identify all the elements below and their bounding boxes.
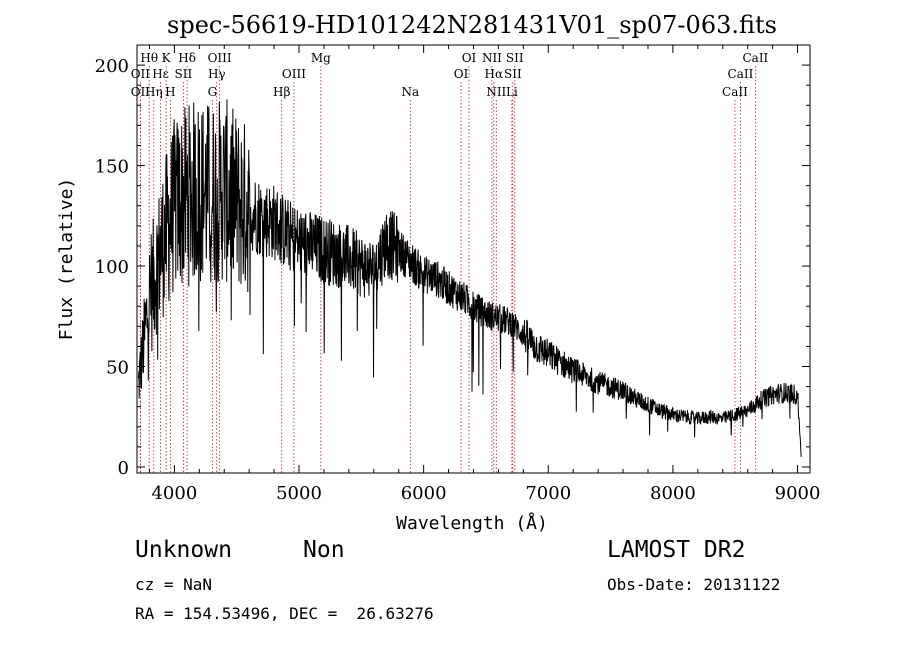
line-marker-label: H	[165, 85, 175, 99]
line-marker-label: CaII	[742, 51, 768, 65]
x-tick-label: 8000	[650, 483, 696, 504]
flux-line	[137, 99, 802, 458]
y-tick-label: 100	[95, 257, 129, 278]
chart-title: spec-56619-HD101242N281431V01_sp07-063.f…	[167, 11, 777, 39]
redshift-text: cz = NaN	[135, 575, 213, 594]
line-marker-label: OI	[462, 51, 477, 65]
line-marker-label: Hβ	[273, 85, 290, 99]
object-class: Unknown	[135, 537, 232, 563]
line-marker-label: Mg	[311, 51, 331, 65]
line-marker-label: SII	[506, 51, 524, 65]
x-tick-label: 6000	[401, 483, 447, 504]
line-marker-label: OII	[131, 85, 151, 99]
y-tick-label: 0	[118, 458, 129, 479]
line-marker-label: CaII	[728, 67, 754, 81]
x-tick-label: 9000	[775, 483, 821, 504]
line-marker-label: CaII	[722, 85, 748, 99]
y-axis-label: Flux (relative)	[56, 178, 77, 341]
obs-date-text: Obs-Date: 20131122	[607, 575, 781, 594]
y-axis: 0 50 100 150 200	[95, 56, 810, 479]
survey-name: LAMOST DR2	[607, 537, 746, 563]
line-marker-label: OIII	[282, 67, 306, 81]
line-marker-label: NII	[486, 85, 506, 99]
plot-frame	[136, 44, 811, 474]
line-marker-label: Hα	[485, 67, 504, 81]
object-subclass: Non	[303, 537, 345, 563]
line-marker-label: OII	[131, 67, 151, 81]
line-marker-label: Hη	[145, 85, 163, 99]
line-marker-label: Na	[401, 85, 419, 99]
x-tick-label: 4000	[151, 483, 197, 504]
x-axis-label: Wavelength (Å)	[396, 512, 548, 534]
line-marker-label: OI	[454, 67, 469, 81]
x-axis: 4000 5000 6000 7000 8000 9000	[148, 45, 821, 504]
line-marker-label: Hθ	[140, 51, 158, 65]
y-tick-label: 50	[106, 358, 129, 379]
line-marker-label: NII	[482, 51, 502, 65]
line-marker-label: Hε	[152, 67, 169, 81]
coordinates-text: RA = 154.53496, DEC = 26.63276	[135, 604, 434, 623]
line-marker-label: OIII	[208, 51, 232, 65]
line-marker-label: Hδ	[178, 51, 196, 65]
y-tick-label: 150	[95, 157, 129, 178]
line-marker-label: SII	[175, 67, 193, 81]
spectrum-series	[137, 99, 802, 458]
x-tick-label: 7000	[525, 483, 571, 504]
line-marker-label: G	[208, 85, 218, 99]
line-marker-label: K	[162, 51, 172, 65]
line-marker-label: SII	[504, 67, 522, 81]
y-tick-label: 200	[95, 56, 129, 77]
line-marker-label: Li	[506, 85, 518, 99]
line-marker-label: Hγ	[208, 67, 226, 81]
x-tick-label: 5000	[276, 483, 322, 504]
